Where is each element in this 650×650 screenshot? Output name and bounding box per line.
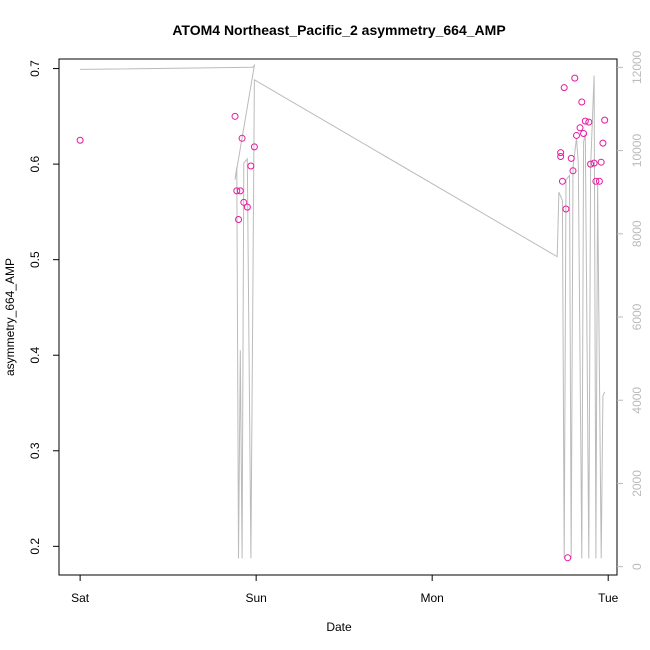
y-tick-label: 0.7 bbox=[28, 60, 42, 77]
data-point bbox=[243, 203, 251, 211]
y-tick-label: 0.4 bbox=[28, 347, 42, 364]
x-tick-label: Sun bbox=[245, 591, 266, 605]
data-point bbox=[558, 177, 566, 185]
data-point bbox=[250, 143, 258, 151]
data-point bbox=[571, 74, 579, 82]
data-point bbox=[569, 167, 577, 175]
y-axis-right: 0 2000 4000 6000 8000 10000 12000 bbox=[617, 50, 644, 570]
data-point bbox=[557, 152, 565, 160]
data-point bbox=[576, 124, 584, 132]
data-point bbox=[233, 187, 241, 195]
data-point bbox=[557, 149, 565, 157]
data-point bbox=[235, 216, 243, 224]
y2-tick-label: 2000 bbox=[630, 470, 644, 497]
y2-tick-label: 10000 bbox=[630, 134, 644, 168]
line-series bbox=[80, 63, 606, 559]
y2-tick-label: 12000 bbox=[630, 50, 644, 84]
data-point bbox=[240, 198, 248, 206]
y2-tick-label: 0 bbox=[630, 563, 644, 570]
data-point bbox=[580, 130, 588, 138]
data-point bbox=[587, 160, 595, 168]
data-point bbox=[601, 116, 609, 124]
x-tick-label: Mon bbox=[421, 591, 444, 605]
y-tick-label: 0.5 bbox=[28, 251, 42, 268]
data-point bbox=[567, 154, 575, 162]
data-point bbox=[599, 139, 607, 147]
data-point bbox=[236, 187, 244, 195]
data-point bbox=[578, 98, 586, 106]
data-point bbox=[238, 134, 246, 142]
data-point bbox=[560, 84, 568, 92]
data-point bbox=[231, 112, 239, 120]
y-axis-label: asymmetry_664_AMP bbox=[3, 258, 17, 376]
data-point bbox=[595, 177, 603, 185]
x-axis: Sat Sun Mon Tue bbox=[71, 575, 619, 605]
data-point bbox=[585, 118, 593, 126]
plot-area bbox=[58, 58, 618, 576]
data-point bbox=[562, 205, 570, 213]
data-point bbox=[590, 159, 598, 167]
data-point bbox=[592, 177, 600, 185]
chart-title: ATOM4 Northeast_Pacific_2 asymmetry_664_… bbox=[172, 22, 505, 38]
x-tick-label: Sat bbox=[71, 591, 90, 605]
y-tick-label: 0.6 bbox=[28, 155, 42, 172]
data-point bbox=[76, 136, 84, 144]
data-point bbox=[247, 162, 255, 170]
x-axis-label: Date bbox=[326, 620, 352, 634]
series-line bbox=[80, 63, 606, 559]
data-point bbox=[597, 158, 605, 166]
y-tick-label: 0.3 bbox=[28, 442, 42, 459]
y-tick-label: 0.2 bbox=[28, 538, 42, 555]
y2-tick-label: 4000 bbox=[630, 387, 644, 414]
point-series bbox=[76, 74, 609, 562]
x-tick-label: Tue bbox=[598, 591, 619, 605]
data-point bbox=[581, 117, 589, 125]
y2-tick-label: 8000 bbox=[630, 220, 644, 247]
data-point bbox=[573, 131, 581, 139]
y2-tick-label: 6000 bbox=[630, 303, 644, 330]
data-point bbox=[564, 554, 572, 562]
y-axis-left: 0.2 0.3 0.4 0.5 0.6 0.7 bbox=[28, 60, 59, 555]
